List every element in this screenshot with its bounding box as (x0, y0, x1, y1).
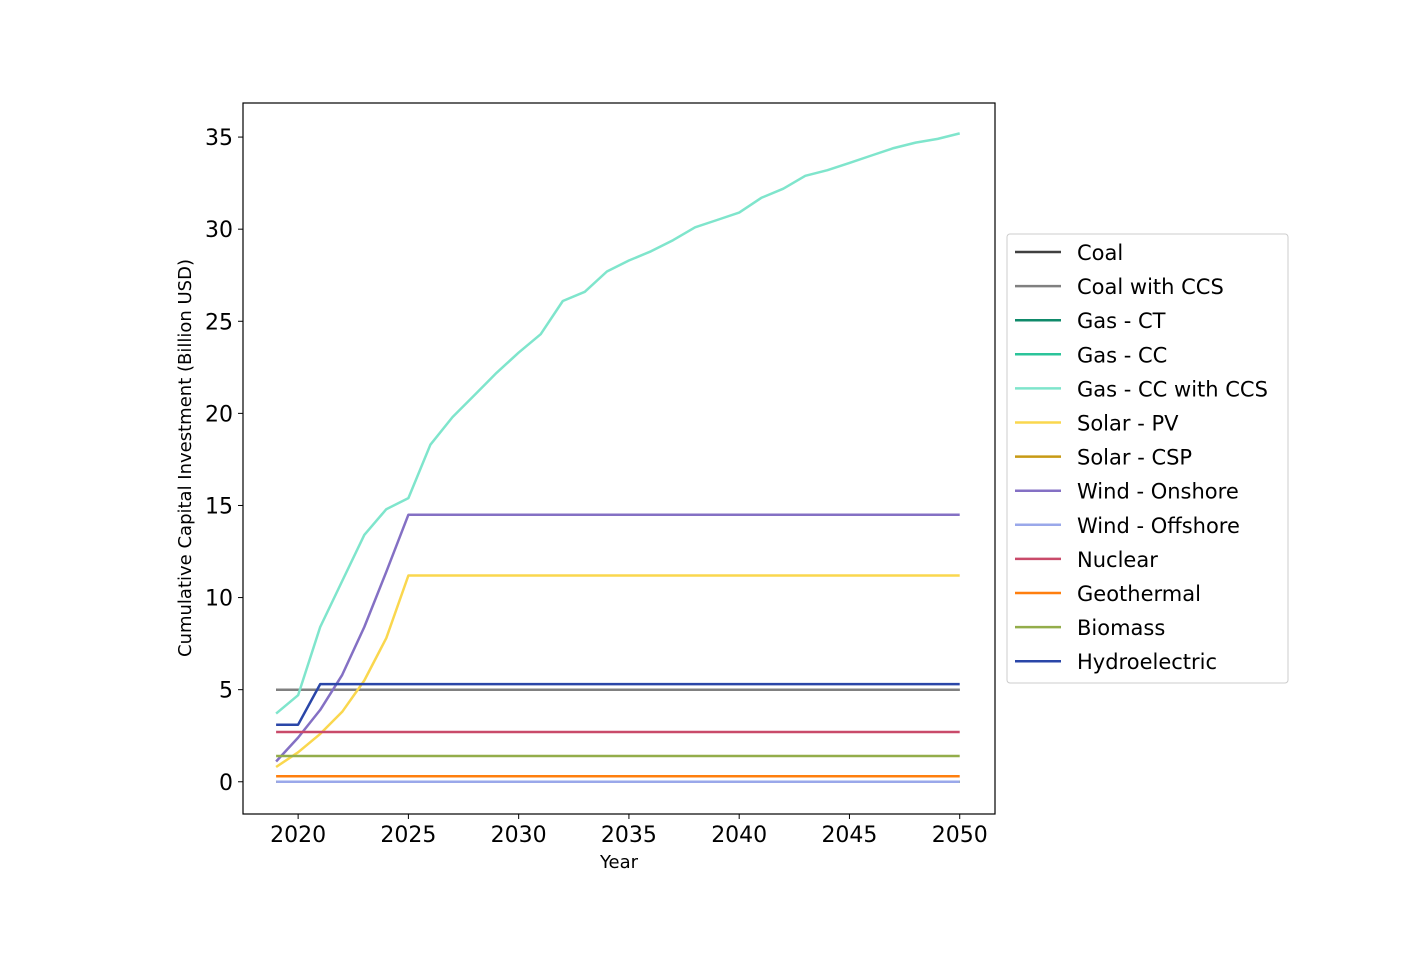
legend-label: Gas - CC (1077, 343, 1167, 367)
legend-label: Wind - Offshore (1077, 514, 1240, 538)
y-axis-ticks: 0 5 10 15 20 25 30 35 (205, 126, 243, 796)
x-tick-label: 2050 (932, 823, 988, 848)
y-tick-label: 25 (205, 310, 233, 335)
legend-label: Geothermal (1077, 582, 1201, 606)
x-axis-ticks: 2020 2025 2030 2035 2040 2045 2050 (270, 814, 988, 848)
y-axis-label: Cumulative Capital Investment (Billion U… (175, 259, 196, 657)
legend-label: Gas - CT (1077, 309, 1166, 333)
series-line-gas-cc-with-ccs (275, 132, 961, 715)
legend-label: Solar - PV (1077, 412, 1179, 436)
legend-label: Hydroelectric (1077, 650, 1217, 674)
series-line-solar-pv (275, 574, 960, 769)
legend-label: Solar - CSP (1077, 446, 1192, 470)
x-tick-label: 2035 (601, 823, 657, 848)
legend-label: Nuclear (1077, 548, 1158, 572)
plot-area-frame (242, 102, 996, 815)
y-tick-label: 30 (205, 218, 233, 243)
legend-label: Gas - CC with CCS (1077, 377, 1268, 401)
y-tick-label: 15 (205, 494, 233, 519)
legend: Coal Coal with CCS Gas - CT Gas - CC Gas - C… (1006, 233, 1289, 684)
x-tick-label: 2025 (380, 823, 436, 848)
legend-label: Biomass (1077, 616, 1165, 640)
y-tick-label: 10 (205, 587, 233, 612)
legend-label: Wind - Onshore (1077, 480, 1239, 504)
x-tick-label: 2045 (821, 823, 877, 848)
series-line-hydroelectric (276, 682, 960, 726)
x-tick-label: 2040 (711, 823, 767, 848)
x-tick-label: 2030 (491, 823, 547, 848)
legend-label: Coal (1077, 241, 1123, 265)
y-tick-label: 0 (219, 771, 233, 796)
legend-label: Coal with CCS (1077, 275, 1224, 299)
series-line-wind-onshore (275, 513, 960, 763)
y-tick-label: 20 (205, 402, 233, 427)
legend-frame (1006, 233, 1289, 684)
y-tick-label: 5 (219, 679, 233, 704)
plot-lines (275, 132, 961, 784)
x-axis-label: Year (599, 852, 639, 873)
x-tick-label: 2020 (270, 823, 326, 848)
y-tick-label: 35 (205, 126, 233, 151)
